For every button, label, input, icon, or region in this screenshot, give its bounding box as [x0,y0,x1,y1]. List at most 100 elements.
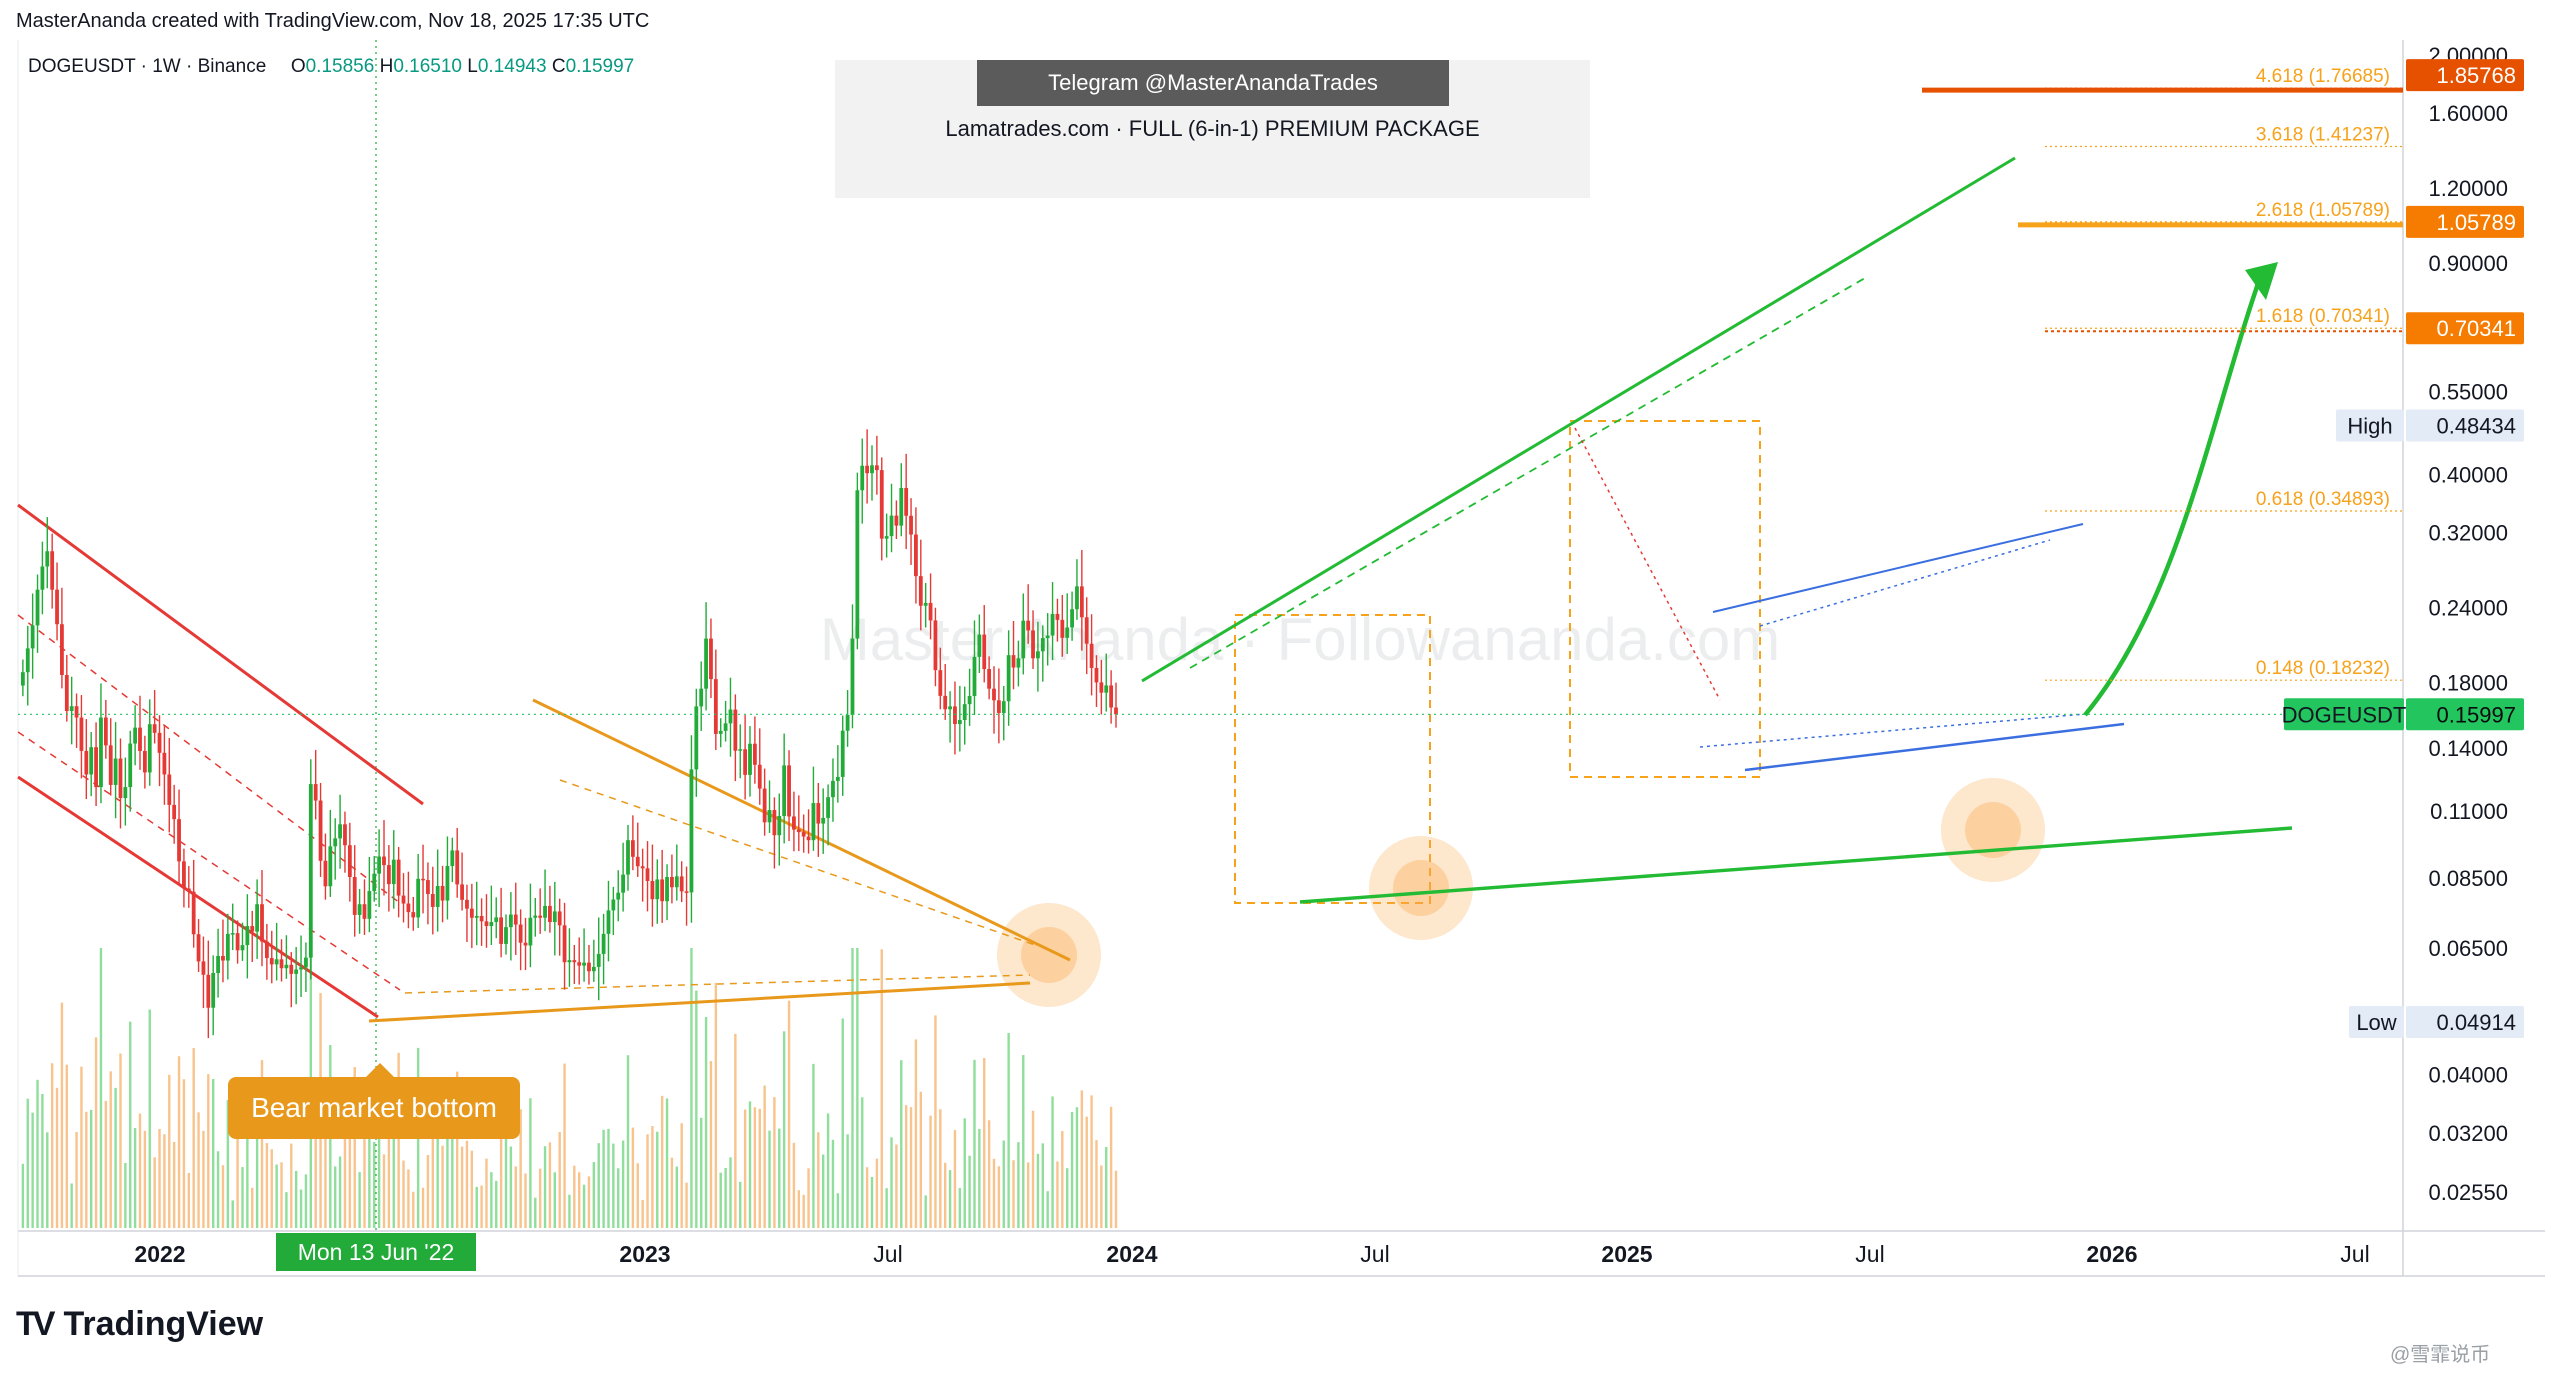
volume-bar [431,1129,434,1228]
candle-body [884,536,889,539]
volume-bar [543,1146,547,1228]
candle-body [548,905,552,923]
price-badge-2 [2406,312,2524,345]
candle-body [587,962,591,972]
volume-bar [246,1130,249,1228]
volume-bar [1012,1160,1015,1228]
volume-bar [787,1000,791,1228]
candle-body [992,688,996,701]
price-tick-12: 0.06500 [2428,936,2508,961]
candle-body [513,914,518,925]
candle-body [860,465,865,491]
candle-body [967,696,972,705]
candle-body [523,942,528,946]
volume-bar [143,1130,147,1228]
volume-bar [251,1187,254,1228]
accumulation-zone-0 [1234,614,1431,904]
volume-bar [826,1113,830,1228]
volume-bar [714,982,718,1228]
time-tick-4: Jul [1360,1241,1389,1267]
price-axis: 2.000001.600001.200000.900000.550000.400… [2282,43,2524,1205]
candle-body [792,816,796,830]
volume-bar [397,1052,400,1228]
candle-body [108,745,113,785]
volume-bar [646,1134,649,1228]
volume-bar [978,1129,981,1228]
time-tick-8: Jul [2340,1241,2369,1267]
price-badge-3 [2406,409,2524,442]
volume-bar [21,1163,25,1228]
volume-bar [177,1056,181,1228]
volume-bar [563,1063,566,1228]
candle-body [616,892,621,900]
candle-body [943,695,948,710]
candle-body [445,865,450,901]
volume-bar [334,1166,337,1228]
candle-body [582,962,586,966]
candle-body [1040,638,1045,652]
volume-bar [685,1182,688,1228]
candle-body [757,764,762,789]
volume-bar [534,1197,537,1228]
volume-bar [75,1131,78,1228]
candle-body [572,960,577,963]
volume-bar [1022,1055,1025,1228]
volume-bar [1007,1033,1010,1228]
candle-body [152,724,157,733]
candle-body [1079,586,1084,618]
symbol-name[interactable]: DOGEUSDT · 1W · Binance [28,56,267,77]
volume-bar [851,948,854,1228]
volume-bar [290,1143,293,1228]
promo-box: Telegram @MasterAnandaTrades Lamatrades.… [835,60,1590,198]
price-badge-value-5: 0.04914 [2436,1010,2516,1035]
candle-body [230,933,235,935]
candle-body [201,961,206,975]
corner-watermark: @雪霏说币 [2390,1344,2491,1366]
candle-body [567,960,572,963]
time-tick-1: 2023 [619,1241,670,1267]
candle-body [811,803,816,841]
price-badge-value-0: 1.85768 [2436,63,2516,88]
candle-body [865,465,870,474]
blue-channel-lower [1744,722,2125,772]
candle-body [74,706,79,718]
volume-bar [338,1156,342,1228]
candle-body [850,638,855,715]
price-tick-5: 0.40000 [2428,462,2508,487]
candle-body [894,515,899,526]
volume-bar [299,1189,303,1228]
volume-bar [221,1165,225,1228]
price-tick-1: 1.60000 [2428,101,2508,126]
candle-body [182,861,186,889]
candle-body [621,874,626,893]
candle-body [240,945,245,951]
candle-body [401,895,406,904]
volume-bar [665,1098,669,1228]
candle-body [440,885,445,901]
candle-body [55,589,59,625]
candle-body [870,465,874,474]
volume-bar [934,1015,937,1228]
blue-channel-upper-dotted [1759,539,2051,627]
candle-body [1050,613,1055,636]
fib-level-label-2: 2.618 (1.05789) [2256,200,2390,221]
volume-bar [802,1194,805,1228]
tradingview-logo[interactable]: TV TradingView [16,1305,263,1344]
candle-body [1055,613,1060,620]
candle-body [723,723,728,731]
volume-bar [753,1107,757,1228]
volume-bar [636,1163,639,1228]
volume-bar [890,1137,893,1228]
volume-bar [119,1053,122,1228]
volume-bar [919,1091,922,1228]
red-decline-dotted [1574,427,1721,701]
candle-body [918,576,923,606]
candle-body [294,969,299,974]
volume-bar [953,1130,957,1228]
candle-body [899,488,904,526]
volume-bar [558,1132,561,1228]
volume-bar [280,1162,283,1228]
volume-bar [841,1018,844,1228]
candle-body [377,856,382,874]
